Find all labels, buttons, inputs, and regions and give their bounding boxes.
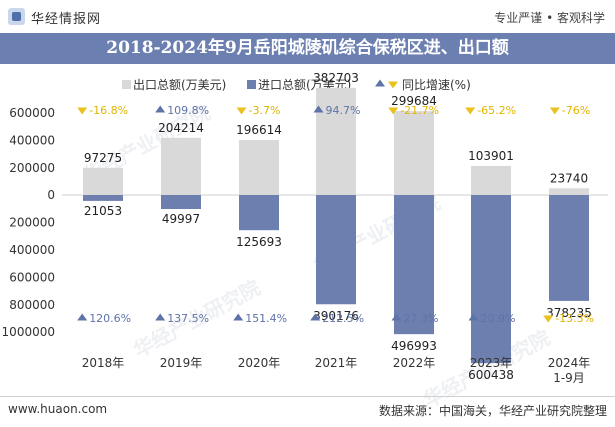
import-bar — [394, 195, 434, 335]
export-bar — [316, 87, 356, 195]
export-growth-label: -3.7% — [249, 104, 281, 117]
export-value-label: 196614 — [236, 123, 282, 137]
y-tick-label: 800000 — [9, 298, 55, 312]
growth-down-triangle-icon — [543, 315, 554, 323]
export-bar — [549, 188, 589, 195]
export-growth-label: -21.7% — [400, 104, 439, 117]
import-value-label: 390176 — [313, 309, 359, 323]
data-source: 数据来源：中国海关，华经产业研究院整理 — [378, 404, 607, 418]
growth-down-triangle-icon — [236, 107, 247, 115]
export-growth-label: -16.8% — [89, 104, 128, 117]
export-bar — [83, 167, 123, 195]
import-growth-label: 137.5% — [167, 312, 209, 325]
chart-legend: 出口总额(万美元) 进口总额(万美元) 同比增速(%) — [122, 78, 471, 92]
x-tick-label: 2023年 — [470, 356, 513, 370]
legend-label-export: 出口总额(万美元) — [133, 78, 226, 92]
growth-up-triangle-icon — [77, 313, 88, 321]
x-tick-label: 2022年 — [393, 356, 436, 370]
import-growth-label: 20.9% — [481, 312, 516, 325]
import-bar — [549, 195, 589, 301]
x-tick-label: 1-9月 — [553, 371, 585, 385]
tagline: 专业严谨 • 客观科学 — [494, 11, 605, 25]
export-growth-label: 94.7% — [326, 104, 361, 117]
logo-icon — [8, 8, 25, 25]
legend-label-growth: 同比增速(%) — [402, 78, 471, 92]
growth-up-triangle-icon — [468, 313, 479, 321]
export-growth-label: 109.8% — [167, 104, 209, 117]
footer-divider — [0, 396, 615, 397]
y-tick-label: 600000 — [9, 106, 55, 120]
x-tick-label: 2018年 — [82, 356, 125, 370]
import-growth-label: 151.4% — [245, 312, 287, 325]
export-value-label: 204214 — [158, 121, 204, 135]
legend-swatch-export — [122, 80, 131, 89]
footer-url: www.huaon.com — [8, 402, 108, 416]
import-growth-label: 120.6% — [89, 312, 131, 325]
growth-down-triangle-icon — [549, 107, 560, 115]
export-value-label: 382703 — [313, 71, 359, 85]
legend-triangle-down-icon — [388, 81, 398, 89]
import-value-label: 378235 — [546, 306, 592, 320]
export-bar — [471, 165, 511, 195]
y-tick-label: 1000000 — [2, 325, 55, 339]
export-growth-label: -76% — [562, 104, 590, 117]
growth-up-triangle-icon — [233, 313, 244, 321]
growth-up-triangle-icon — [155, 313, 166, 321]
export-bar — [394, 111, 434, 195]
chart-title: 2018-2024年9月岳阳城陵矶综合保税区进、出口额 — [106, 38, 509, 58]
growth-up-triangle-icon — [310, 313, 321, 321]
import-bar — [161, 195, 201, 209]
x-tick-label: 2019年 — [160, 356, 203, 370]
export-value-label: 103901 — [468, 149, 514, 163]
y-tick-label: 600000 — [9, 270, 55, 284]
import-value-label: 21053 — [84, 204, 122, 218]
brand-name: 华经情报网 — [31, 12, 102, 27]
import-value-label: 600438 — [468, 368, 514, 382]
export-bar — [239, 139, 279, 195]
export-value-label: 299684 — [391, 94, 437, 108]
import-value-label: 496993 — [391, 339, 437, 353]
growth-up-triangle-icon — [391, 313, 402, 321]
import-growth-label: -13.3% — [555, 312, 594, 325]
growth-up-triangle-icon — [155, 105, 166, 113]
import-bar — [83, 195, 123, 201]
legend-triangle-up-icon — [375, 79, 385, 87]
growth-down-triangle-icon — [388, 107, 399, 115]
y-tick-label: 400000 — [9, 243, 55, 257]
y-tick-label: 200000 — [9, 216, 55, 230]
import-bar — [471, 195, 511, 364]
growth-up-triangle-icon — [313, 105, 324, 113]
export-growth-label: -65.2% — [477, 104, 516, 117]
y-tick-label: 0 — [47, 188, 55, 202]
import-value-label: 125693 — [236, 235, 282, 249]
y-tick-label: 400000 — [9, 133, 55, 147]
import-value-label: 49997 — [162, 212, 200, 226]
top-bar: 华经情报网 专业严谨 • 客观科学 — [0, 0, 615, 33]
x-tick-label: 2024年 — [548, 356, 591, 370]
growth-down-triangle-icon — [77, 107, 88, 115]
import-bar — [239, 195, 279, 231]
export-value-label: 97275 — [84, 151, 122, 165]
import-growth-label: 27.3% — [404, 312, 439, 325]
export-bar — [161, 137, 201, 195]
import-bar — [316, 195, 356, 305]
import-growth-label: 212.5% — [322, 312, 364, 325]
title-bar: 2018-2024年9月岳阳城陵矶综合保税区进、出口额 — [0, 33, 615, 64]
export-value-label: 23740 — [550, 171, 588, 185]
growth-down-triangle-icon — [465, 107, 476, 115]
y-tick-label: 200000 — [9, 161, 55, 175]
x-tick-label: 2021年 — [315, 356, 358, 370]
legend-swatch-import — [247, 80, 256, 89]
x-tick-label: 2020年 — [238, 356, 281, 370]
